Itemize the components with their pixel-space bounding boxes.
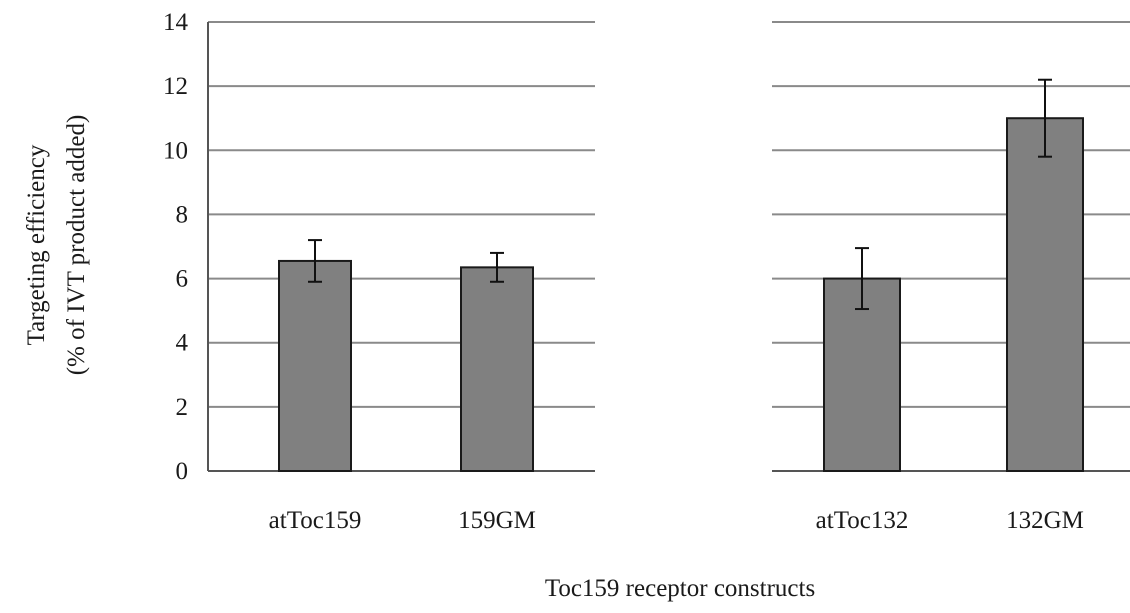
x-axis-title: Toc159 receptor constructs bbox=[545, 575, 815, 602]
bar-132GM bbox=[1006, 117, 1084, 472]
y-tick-label: 12 bbox=[163, 73, 188, 100]
chart-panel-left: atToc159 159GM bbox=[207, 22, 595, 534]
x-tick-label-159GM: 159GM bbox=[458, 507, 536, 534]
y-tick-label: 6 bbox=[176, 266, 189, 293]
y-axis-title-line1: Targeting efficiency bbox=[23, 144, 50, 345]
bar-atToc132 bbox=[823, 277, 901, 473]
x-tick-label-atToc159: atToc159 bbox=[269, 507, 362, 534]
x-tick-label-132GM: 132GM bbox=[1006, 507, 1084, 534]
x-tick-label-atToc132: atToc132 bbox=[816, 507, 909, 534]
y-tick-label: 10 bbox=[163, 137, 188, 164]
chart-panel-right: atToc132 132GM bbox=[772, 78, 1130, 534]
y-tick-labels: 0 2 4 6 8 10 12 14 bbox=[163, 9, 189, 485]
y-tick-label: 4 bbox=[176, 330, 189, 357]
bar-atToc159 bbox=[278, 259, 352, 472]
y-tick-label: 8 bbox=[176, 201, 189, 228]
y-tick-label: 0 bbox=[176, 458, 189, 485]
y-tick-label: 14 bbox=[163, 9, 189, 36]
y-tick-label: 2 bbox=[176, 394, 189, 421]
y-axis-title-line2: (% of IVT product added) bbox=[63, 115, 90, 376]
bar-159GM bbox=[460, 266, 534, 472]
